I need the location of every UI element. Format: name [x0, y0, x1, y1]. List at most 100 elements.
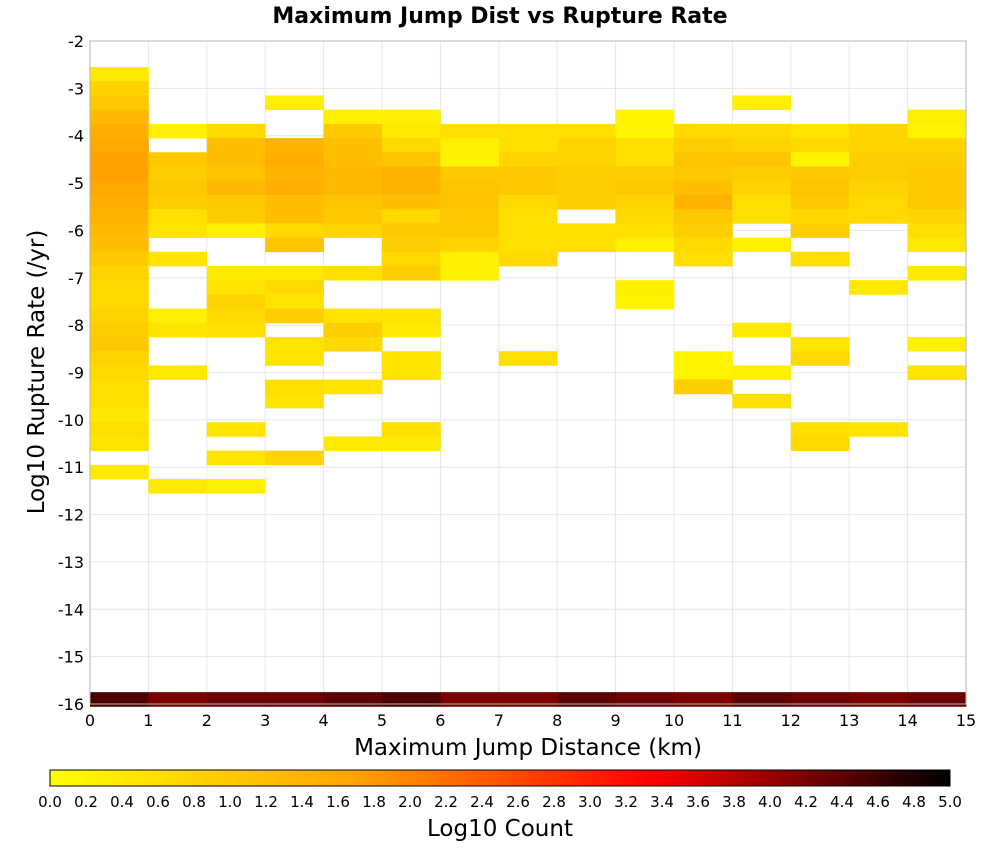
heatmap-cell [732, 152, 792, 167]
x-tick-label: 13 [839, 711, 859, 730]
heatmap-cell [90, 95, 149, 111]
heatmap-cell [674, 194, 733, 210]
heatmap-cell [148, 308, 208, 324]
heatmap-cell [265, 692, 324, 707]
heatmap-cell [206, 223, 266, 238]
colorbar-tick-label: 2.8 [542, 793, 566, 811]
heatmap-cell [615, 692, 675, 707]
heatmap-cell [382, 109, 441, 125]
heatmap-cell [323, 265, 383, 281]
y-tick-label: -3 [68, 79, 84, 98]
heatmap-cell [382, 180, 441, 196]
heatmap-cell [498, 692, 558, 707]
heatmap-cell [323, 209, 383, 224]
heatmap-cell [382, 237, 441, 253]
heatmap-cell [790, 194, 850, 210]
heatmap-cell [90, 365, 149, 381]
heatmap-cell [265, 194, 324, 210]
heatmap-cell [90, 237, 149, 253]
heatmap-cell [265, 95, 324, 111]
heatmap-cell [732, 166, 792, 182]
heatmap-cell [498, 180, 558, 196]
heatmap-cell [615, 109, 675, 125]
heatmap-cell [674, 209, 733, 224]
y-tick-label: -11 [58, 458, 84, 477]
heatmap-cell [907, 166, 967, 182]
heatmap-cell [90, 223, 149, 238]
heatmap-cell [849, 138, 908, 153]
heatmap-cell [90, 138, 149, 153]
heatmap-cell [498, 194, 558, 210]
heatmap-cell [382, 322, 441, 338]
heatmap-cell [557, 123, 616, 139]
heatmap-cell [790, 336, 850, 352]
heatmap-cell [732, 123, 792, 139]
heatmap-cell [732, 692, 792, 707]
x-tick-label: 15 [956, 711, 976, 730]
heatmap-cell [90, 81, 149, 96]
heatmap-cell [265, 336, 324, 352]
heatmap-cells [90, 67, 967, 707]
heatmap-cell [615, 209, 675, 224]
colorbar-tick-label: 0.0 [38, 793, 62, 811]
x-tick-label: 1 [143, 711, 153, 730]
y-tick-label: -6 [68, 221, 84, 240]
heatmap-cell [849, 166, 908, 182]
heatmap-cell [849, 280, 908, 295]
x-tick-label: 8 [552, 711, 562, 730]
x-tick-label: 2 [202, 711, 212, 730]
colorbar-tick-label: 1.6 [326, 793, 350, 811]
heatmap-cell [206, 280, 266, 295]
heatmap-cell [265, 180, 324, 196]
heatmap-cell [382, 422, 441, 437]
heatmap-cell [440, 152, 500, 167]
heatmap-cell [265, 237, 324, 253]
heatmap-cell [90, 209, 149, 224]
heatmap-cell [849, 123, 908, 139]
heatmap-cell [732, 237, 792, 253]
heatmap-cell [90, 692, 149, 707]
heatmap-cell [907, 692, 967, 707]
heatmap-cell [148, 209, 208, 224]
heatmap-cell [674, 223, 733, 238]
heatmap-cell [674, 237, 733, 253]
heatmap-cell [382, 166, 441, 182]
heatmap-cell [615, 166, 675, 182]
heatmap-cell [90, 379, 149, 395]
heatmap-cell [265, 280, 324, 295]
heatmap-cell [907, 237, 967, 253]
x-tick-label: 6 [435, 711, 445, 730]
heatmap-cell [382, 265, 441, 281]
x-tick-label: 14 [897, 711, 917, 730]
heatmap-cell [790, 123, 850, 139]
heatmap-cell [206, 180, 266, 196]
y-tick-label: -4 [68, 127, 84, 146]
heatmap-cell [674, 123, 733, 139]
x-axis-label: Maximum Jump Distance (km) [354, 735, 702, 761]
heatmap-cell [206, 265, 266, 281]
heatmap-cell [323, 436, 383, 452]
heatmap-cell [674, 365, 733, 381]
colorbar-tick-label: 5.0 [938, 793, 962, 811]
heatmap-cell [148, 365, 208, 381]
x-tick-labels: 0 1 2 3 4 5 6 7 8 9 10 11 12 13 14 15 [85, 711, 976, 730]
heatmap-cell [440, 237, 500, 253]
heatmap-cell [265, 166, 324, 182]
heatmap-cell [557, 138, 616, 153]
heatmap-cell [849, 194, 908, 210]
heatmap-cell [382, 365, 441, 381]
heatmap-cell [90, 152, 149, 167]
colorbar-tick-label: 3.4 [650, 793, 674, 811]
x-tick-label: 4 [319, 711, 329, 730]
x-tick-label: 10 [664, 711, 684, 730]
heatmap-cell [265, 152, 324, 167]
colorbar [49, 769, 951, 787]
heatmap-cell [148, 223, 208, 238]
y-tick-label: -9 [68, 364, 84, 383]
heatmap-cell [674, 138, 733, 153]
heatmap-cell [206, 152, 266, 167]
heatmap-cell [907, 223, 967, 238]
heatmap-cell [206, 308, 266, 324]
